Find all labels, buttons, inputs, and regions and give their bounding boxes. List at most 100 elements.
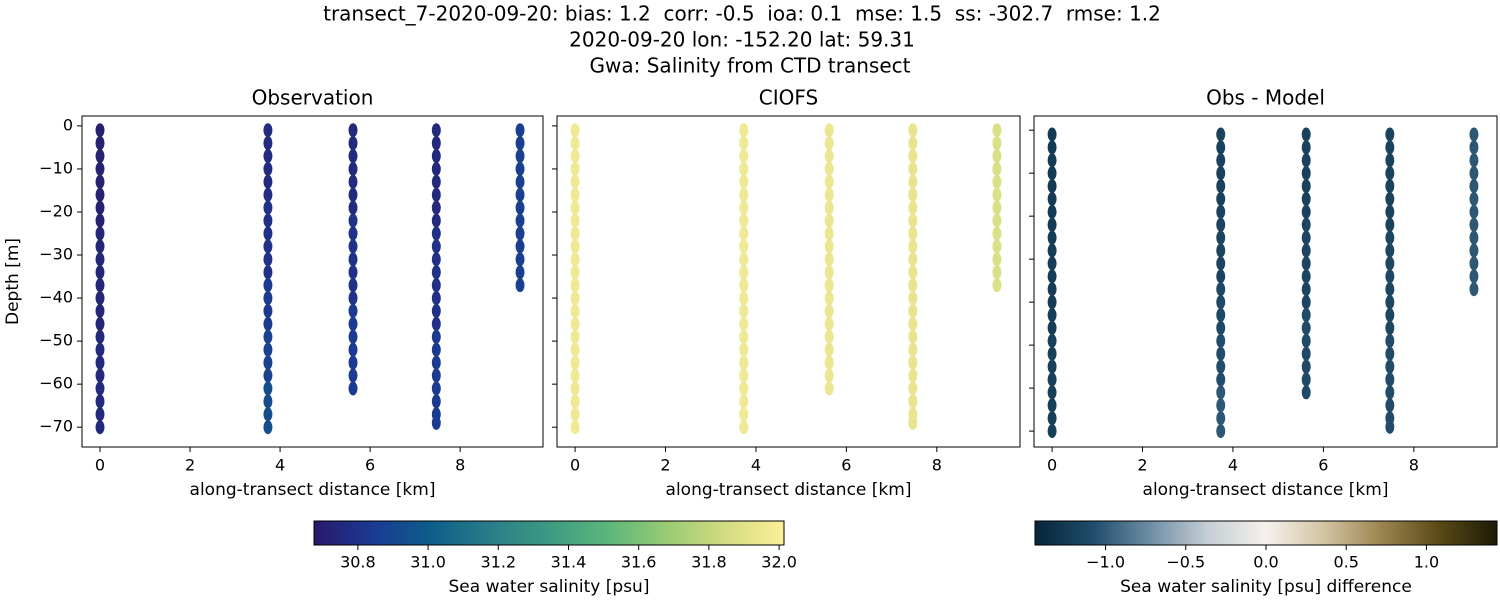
point	[739, 226, 749, 241]
point	[515, 161, 525, 176]
point	[515, 123, 525, 138]
point	[739, 149, 749, 164]
point	[824, 265, 834, 280]
point	[1301, 217, 1311, 232]
point	[1301, 295, 1311, 310]
point	[263, 394, 273, 409]
point	[348, 136, 358, 151]
point	[95, 394, 105, 409]
point	[570, 265, 580, 280]
point	[348, 200, 358, 215]
y-tick-label: −40	[39, 288, 73, 307]
point	[431, 415, 441, 430]
points	[570, 123, 1002, 435]
point	[908, 239, 918, 254]
point	[95, 200, 105, 215]
point	[1047, 217, 1057, 232]
point	[1047, 191, 1057, 206]
point	[431, 200, 441, 215]
point	[95, 291, 105, 306]
point	[1469, 217, 1479, 232]
point	[1385, 256, 1395, 271]
point	[739, 329, 749, 344]
point	[1216, 346, 1226, 361]
point	[348, 149, 358, 164]
point	[1385, 419, 1395, 434]
point	[739, 278, 749, 293]
point	[1216, 398, 1226, 413]
point	[1469, 127, 1479, 142]
point	[1216, 230, 1226, 245]
point	[1216, 411, 1226, 426]
point	[739, 303, 749, 318]
point	[348, 161, 358, 176]
y-tick-label: −60	[39, 374, 73, 393]
point	[263, 200, 273, 215]
point	[431, 368, 441, 383]
colorbar-tick-label: 0.0	[1253, 553, 1278, 572]
point	[348, 239, 358, 254]
colorbar-tick-label: 31.6	[621, 553, 657, 572]
point	[1047, 282, 1057, 297]
point	[348, 316, 358, 331]
point	[1301, 166, 1311, 181]
point	[908, 200, 918, 215]
point	[570, 316, 580, 331]
point	[263, 342, 273, 357]
point	[739, 265, 749, 280]
point	[1385, 282, 1395, 297]
point	[1216, 153, 1226, 168]
point	[431, 239, 441, 254]
x-tick-label: 8	[1409, 456, 1419, 475]
point	[824, 226, 834, 241]
point	[908, 291, 918, 306]
point	[739, 161, 749, 176]
colorbar-tick-label: 31.2	[480, 553, 516, 572]
point	[739, 187, 749, 202]
point	[739, 239, 749, 254]
point	[908, 355, 918, 370]
point	[515, 174, 525, 189]
point	[739, 420, 749, 435]
point	[431, 213, 441, 228]
x-tick-label: 0	[570, 456, 580, 475]
point	[739, 123, 749, 138]
point	[1385, 295, 1395, 310]
point	[515, 213, 525, 228]
point	[992, 278, 1002, 293]
point	[1469, 243, 1479, 258]
point	[992, 161, 1002, 176]
point	[515, 265, 525, 280]
point	[1047, 372, 1057, 387]
point	[431, 381, 441, 396]
x-tick-label: 8	[932, 456, 942, 475]
point	[1469, 166, 1479, 181]
point	[95, 381, 105, 396]
x-tick-label: 4	[1228, 456, 1238, 475]
point	[263, 407, 273, 422]
point	[431, 394, 441, 409]
point	[348, 187, 358, 202]
point	[1301, 243, 1311, 258]
point	[824, 174, 834, 189]
point	[431, 123, 441, 138]
point	[263, 123, 273, 138]
point	[1047, 166, 1057, 181]
point	[1301, 385, 1311, 400]
point	[1216, 179, 1226, 194]
point	[1047, 179, 1057, 194]
point	[263, 355, 273, 370]
point	[992, 239, 1002, 254]
point	[431, 342, 441, 357]
x-tick-label: 2	[185, 456, 195, 475]
point	[570, 407, 580, 422]
point	[1385, 372, 1395, 387]
point	[570, 136, 580, 151]
point	[1216, 295, 1226, 310]
point	[515, 252, 525, 267]
point	[739, 174, 749, 189]
colorbar-tick-label: −0.5	[1166, 553, 1205, 572]
point	[95, 123, 105, 138]
point	[431, 291, 441, 306]
colorbar-tick-label: 1.0	[1414, 553, 1439, 572]
